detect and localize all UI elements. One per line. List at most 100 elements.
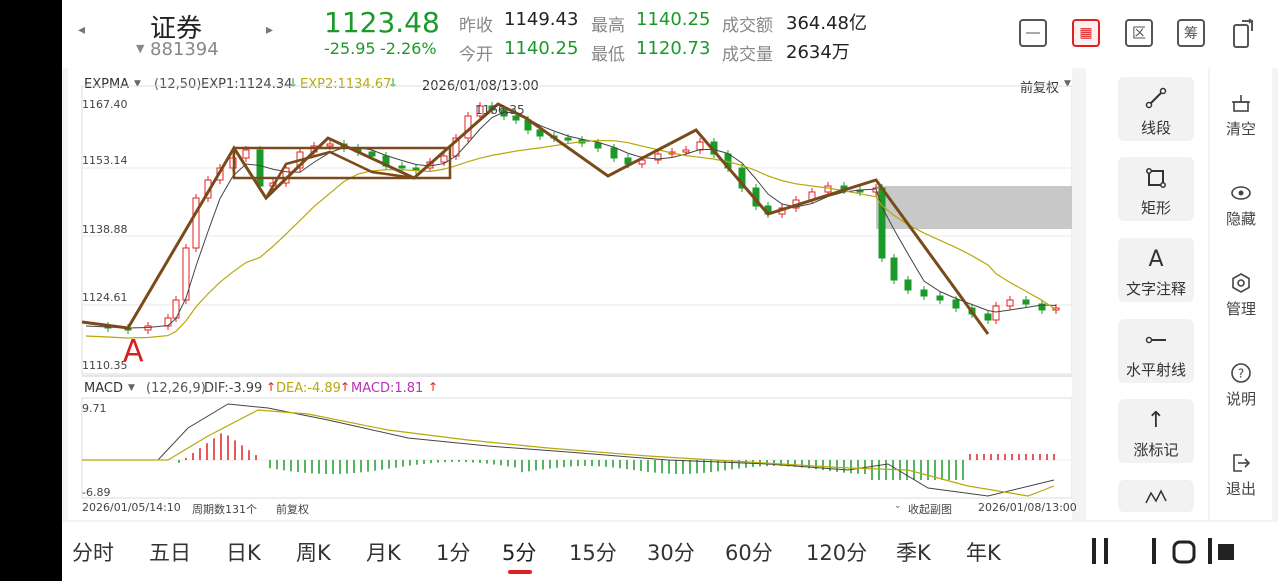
tab-month-k[interactable]: 月K: [366, 541, 401, 565]
tool-rectangle[interactable]: 矩形: [1118, 157, 1194, 221]
macd-caret-icon[interactable]: ▼: [128, 383, 135, 393]
stock-code[interactable]: 881394: [150, 39, 219, 60]
chart-start-time: 2026/01/05/14:10: [82, 501, 181, 514]
tool-line-segment[interactable]: 线段: [1118, 77, 1194, 141]
collapse-icon[interactable]: ⌄: [894, 501, 902, 511]
tab-week-k[interactable]: 周K: [296, 541, 331, 565]
exp2-line: [85, 139, 1057, 339]
tab-wuri[interactable]: 五日: [149, 541, 191, 565]
tool-up-mark[interactable]: ↑ 涨标记: [1118, 399, 1194, 463]
indicator-selector[interactable]: EXPMA: [84, 77, 130, 92]
high-label: 最高: [591, 16, 625, 36]
period-tab-bar: 分时 五日 日K 周K 月K 1分 5分 15分 30分 60分 120分 季K…: [62, 522, 1278, 581]
minus-square-icon[interactable]: ―: [1019, 19, 1047, 47]
manage-icon: [1210, 270, 1272, 296]
tab-30min[interactable]: 30分: [647, 541, 695, 565]
price-zone-box: [876, 186, 1072, 229]
candle-body: [654, 153, 662, 161]
amount-value: 364.48亿: [786, 13, 867, 34]
candle-body: [192, 197, 200, 249]
amount-label: 成交额: [722, 16, 773, 36]
candle-body: [696, 141, 704, 151]
candle-body: [824, 185, 832, 193]
tool-more[interactable]: [1118, 480, 1194, 512]
tab-year-k[interactable]: 年K: [966, 541, 1001, 565]
up-mark-icon: ↑: [1146, 407, 1166, 433]
hide-button[interactable]: 隐藏: [1210, 180, 1272, 229]
dea-line: [82, 409, 1055, 497]
candle-body: [440, 155, 448, 163]
open-value: 1140.25: [504, 38, 579, 59]
side-label: 管理: [1225, 300, 1256, 318]
open-label: 今开: [459, 45, 493, 65]
next-stock-arrow[interactable]: ▸: [266, 22, 274, 38]
macd-selector[interactable]: MACD: [84, 381, 123, 396]
dea-arrow-icon: ↑: [340, 380, 351, 394]
help-button[interactable]: ? 说明: [1210, 360, 1272, 409]
candle-body: [610, 147, 618, 159]
exp2-value: EXP2:1134.67: [300, 77, 392, 92]
prev-stock-arrow[interactable]: ◂: [78, 22, 86, 38]
high-value: 1140.25: [636, 9, 711, 30]
manage-button[interactable]: 管理: [1210, 270, 1272, 319]
candle-body: [594, 142, 602, 149]
dropdown-caret-icon[interactable]: ▼: [136, 42, 145, 55]
consolidation-rectangle: [232, 146, 452, 180]
candle-body: [164, 317, 172, 327]
candle-body: [368, 151, 376, 157]
chart-canvas: [81, 85, 1072, 499]
volume-label: 成交量: [722, 45, 773, 65]
price-change-pct: -2.26%: [380, 39, 437, 58]
calc-icon[interactable]: 筹: [1177, 19, 1205, 47]
price-axis-label: 1124.61: [82, 291, 128, 304]
macd-arrow-icon: ↑: [428, 380, 439, 394]
tool-label: 水平射线: [1125, 361, 1186, 379]
candle-body: [564, 137, 572, 141]
exit-icon: [1210, 450, 1272, 476]
tool-label: 矩形: [1140, 199, 1171, 217]
tab-15min[interactable]: 15分: [569, 541, 617, 565]
clear-icon: [1210, 90, 1272, 116]
more-periods-button[interactable]: [1092, 534, 1252, 568]
side-label: 退出: [1225, 480, 1256, 498]
trend-drawing-line: [81, 102, 990, 335]
line-segment-icon: [1118, 85, 1194, 111]
candle-body: [536, 129, 544, 137]
macd-value: MACD:1.81: [351, 381, 424, 396]
macd-dea: DEA:-4.89: [276, 381, 341, 396]
drawing-tools-panel: 线段 矩形 A 文字注释 水平射线 ↑ 涨标记: [1086, 68, 1208, 520]
tab-1min[interactable]: 1分: [436, 541, 471, 565]
candle-body: [992, 305, 1000, 321]
adjust-caret-icon[interactable]: ▼: [1064, 79, 1071, 89]
clear-button[interactable]: 清空: [1210, 90, 1272, 139]
candle-body: [476, 105, 484, 117]
candle-body: [326, 143, 334, 147]
tab-day-k[interactable]: 日K: [226, 541, 261, 565]
zigzag-drawing-line: [232, 147, 415, 201]
kline-chart[interactable]: EXPMA ▼ (12,50) EXP1:1124.34 ↓ EXP2:1134…: [68, 68, 1077, 520]
adjust-selector[interactable]: 前复权: [1020, 81, 1060, 96]
collapse-subchart-button[interactable]: 收起副图: [908, 503, 952, 516]
action-sidebar: 清空 隐藏 管理 ? 说明 退出: [1210, 68, 1272, 520]
tab-5min[interactable]: 5分: [502, 541, 537, 565]
tab-120min[interactable]: 120分: [806, 541, 868, 565]
candle-body: [890, 257, 898, 281]
macd-panel-border: [81, 397, 1072, 499]
side-label: 隐藏: [1225, 210, 1256, 228]
low-label: 最低: [591, 45, 625, 65]
tool-label: 线段: [1140, 119, 1171, 137]
kline-draw-icon[interactable]: ▦: [1072, 19, 1100, 47]
tab-fenshi[interactable]: 分时: [72, 541, 114, 565]
price-axis-label: 1138.88: [82, 223, 128, 236]
prev-close-label: 昨收: [459, 16, 493, 36]
exit-button[interactable]: 退出: [1210, 450, 1272, 499]
tool-label: 文字注释: [1125, 280, 1186, 298]
rotate-screen-icon[interactable]: [1230, 17, 1258, 49]
zone-icon[interactable]: 区: [1125, 19, 1153, 47]
candle-body: [1022, 299, 1030, 305]
indicator-caret-icon[interactable]: ▼: [134, 79, 141, 89]
tool-horizontal-ray[interactable]: 水平射线: [1118, 319, 1194, 383]
tool-text-annotation[interactable]: A 文字注释: [1118, 238, 1194, 302]
tab-quarter-k[interactable]: 季K: [896, 541, 931, 565]
tab-60min[interactable]: 60分: [725, 541, 773, 565]
